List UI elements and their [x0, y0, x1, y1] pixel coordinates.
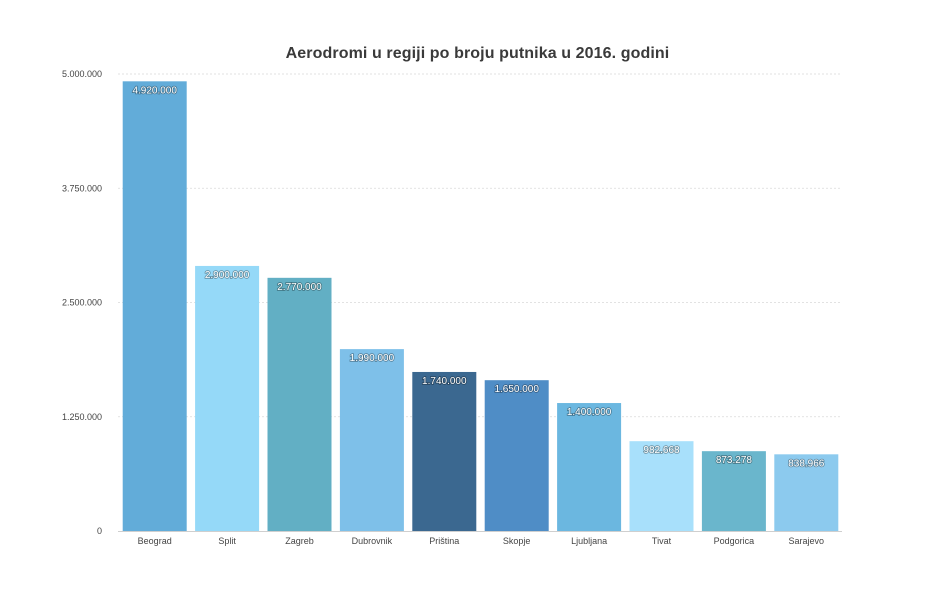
bar [123, 81, 187, 531]
data-label: 2.770.000 [277, 282, 322, 293]
x-tick-label: Skopje [503, 536, 531, 546]
x-tick-label: Sarajevo [789, 536, 825, 546]
data-label: 4.920.000 [132, 85, 177, 96]
y-tick-label: 5.000.000 [62, 69, 102, 79]
bar [195, 266, 259, 531]
bar [485, 380, 549, 531]
x-tick-label: Beograd [138, 536, 172, 546]
data-label: 873.278 [716, 455, 753, 466]
x-tick-label: Dubrovnik [352, 536, 393, 546]
data-label: 1.740.000 [422, 376, 467, 387]
bar [557, 403, 621, 531]
x-tick-label: Zagreb [285, 536, 314, 546]
bar [412, 372, 476, 531]
data-label: 982.668 [643, 445, 680, 456]
bar [340, 349, 404, 531]
y-tick-label: 3.750.000 [62, 183, 102, 193]
bar [268, 278, 332, 531]
x-tick-label: Split [218, 536, 236, 546]
y-tick-label: 1.250.000 [62, 412, 102, 422]
data-label: 2.900.000 [205, 270, 250, 281]
x-tick-label: Tivat [652, 536, 672, 546]
y-tick-label: 2.500.000 [62, 298, 102, 308]
x-tick-label: Priština [429, 536, 459, 546]
data-label: 1.400.000 [567, 407, 612, 418]
data-label: 1.650.000 [494, 384, 539, 395]
y-tick-label: 0 [97, 526, 102, 536]
x-tick-label: Ljubljana [571, 536, 607, 546]
data-label: 1.990.000 [350, 353, 395, 364]
x-tick-label: Podgorica [714, 536, 755, 546]
data-label: 838.966 [788, 458, 825, 469]
